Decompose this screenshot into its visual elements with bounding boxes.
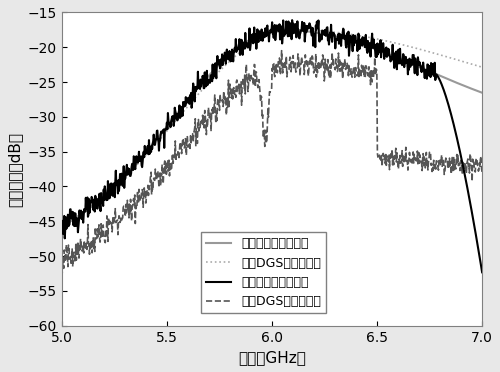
传统天线（测量値） [314, 25, 320, 29]
传统天线（仿真値） [280, 28, 285, 32]
加入DGS（仿真値） [304, 28, 310, 32]
加入DGS（仿真値） [378, 38, 384, 42]
加入DGS（仿真値） [421, 48, 427, 53]
传统天线（测量値） [421, 71, 427, 76]
传统天线（测量値） [58, 230, 64, 235]
Line: 传统天线（测量値）: 传统天线（测量値） [62, 20, 482, 272]
加入DGS（测量値） [315, 62, 321, 67]
Line: 加入DGS（仿真値）: 加入DGS（仿真値） [62, 30, 482, 225]
Line: 加入DGS（测量値）: 加入DGS（测量値） [62, 51, 482, 274]
Line: 传统天线（仿真値）: 传统天线（仿真値） [62, 30, 482, 227]
传统天线（仿真値） [479, 90, 485, 95]
加入DGS（仿真値） [84, 207, 90, 212]
传统天线（仿真値） [421, 67, 427, 71]
加入DGS（测量値） [479, 170, 485, 174]
传统天线（测量値） [304, 30, 310, 35]
传统天线（测量値） [378, 55, 384, 60]
加入DGS（仿真値） [327, 29, 333, 34]
加入DGS（仿真値） [58, 223, 64, 228]
加入DGS（仿真値） [290, 28, 296, 32]
加入DGS（测量値） [278, 48, 284, 53]
加入DGS（测量値） [59, 272, 65, 276]
加入DGS（仿真値） [314, 28, 320, 33]
X-axis label: 频率（GHz）: 频率（GHz） [238, 350, 306, 365]
传统天线（测量値） [289, 18, 295, 22]
传统天线（测量値） [327, 31, 333, 35]
加入DGS（测量値） [328, 76, 334, 80]
加入DGS（测量値） [58, 259, 64, 263]
Y-axis label: 插入损耗（dB）: 插入损耗（dB） [7, 132, 22, 206]
传统天线（仿真値） [58, 224, 64, 229]
Legend: 传统天线（仿真値）, 加入DGS（仿真値）, 传统天线（测量値）, 加入DGS（测量値）: 传统天线（仿真値）, 加入DGS（仿真値）, 传统天线（测量値）, 加入DGS（… [201, 232, 326, 313]
传统天线（仿真値） [304, 29, 310, 33]
传统天线（仿真値） [378, 49, 384, 54]
传统天线（测量値） [84, 195, 90, 200]
加入DGS（测量値） [422, 160, 428, 164]
传统天线（仿真値） [84, 208, 90, 212]
传统天线（仿真値） [314, 31, 320, 35]
加入DGS（仿真値） [479, 65, 485, 70]
加入DGS（测量値） [378, 153, 384, 158]
加入DGS（测量値） [304, 62, 310, 67]
加入DGS（测量値） [85, 222, 91, 227]
传统天线（仿真値） [327, 33, 333, 38]
传统天线（测量値） [479, 270, 485, 275]
